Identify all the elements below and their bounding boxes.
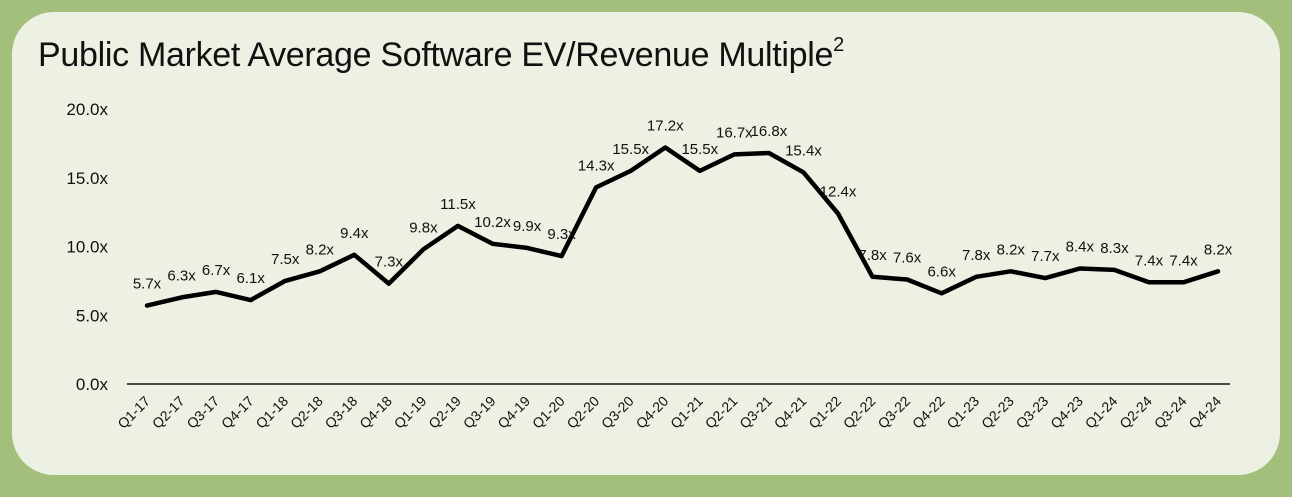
- data-label: 6.1x: [236, 270, 265, 287]
- x-tick-label: Q1-19: [391, 393, 430, 432]
- y-tick-label: 15.0x: [66, 169, 108, 188]
- data-label: 9.4x: [340, 225, 369, 242]
- data-label: 7.4x: [1169, 252, 1198, 269]
- data-label: 7.4x: [1135, 252, 1164, 269]
- series-line: [144, 145, 1221, 308]
- x-tick-label: Q2-22: [840, 393, 879, 432]
- data-label: 12.4x: [820, 184, 857, 201]
- x-tick-label: Q2-17: [149, 393, 188, 432]
- x-tick-label: Q1-21: [667, 393, 706, 432]
- x-tick-label: Q4-18: [356, 393, 395, 432]
- x-tick-label: Q3-17: [183, 393, 222, 432]
- x-tick-label: Q1-18: [252, 393, 291, 432]
- x-tick-label: Q4-17: [218, 393, 257, 432]
- x-tick-label: Q4-23: [1047, 393, 1086, 432]
- data-label: 8.4x: [1066, 239, 1095, 256]
- data-label: 7.6x: [893, 250, 922, 267]
- x-tick-label: Q1-17: [114, 393, 153, 432]
- x-tick-label: Q3-21: [736, 393, 775, 432]
- data-label: 7.5x: [271, 251, 300, 268]
- data-label: 6.7x: [202, 262, 231, 279]
- x-tick-label: Q2-21: [702, 393, 741, 432]
- x-tick-label: Q4-19: [494, 393, 533, 432]
- x-tick-label: Q1-22: [805, 393, 844, 432]
- x-tick-label: Q1-23: [943, 393, 982, 432]
- chart-card: [12, 12, 1280, 475]
- x-tick-label: Q4-22: [909, 393, 948, 432]
- data-label: 8.2x: [1204, 241, 1233, 258]
- title-footnote-marker: 2: [833, 34, 844, 56]
- data-label: 7.8x: [962, 247, 991, 264]
- data-label: 16.7x: [716, 124, 753, 141]
- data-label: 7.3x: [375, 254, 404, 271]
- data-label: 17.2x: [647, 118, 684, 135]
- data-label: 15.5x: [612, 141, 649, 158]
- y-tick-label: 20.0x: [66, 100, 108, 119]
- x-tick-label: Q3-19: [460, 393, 499, 432]
- data-label: 11.5x: [440, 196, 476, 213]
- x-tick-label: Q4-24: [1185, 393, 1224, 432]
- x-tick-label: Q3-22: [874, 393, 913, 432]
- data-label: 9.8x: [409, 219, 438, 236]
- data-label: 8.2x: [306, 241, 335, 258]
- x-tick-label: Q3-18: [322, 393, 361, 432]
- y-tick-label: 5.0x: [76, 306, 109, 325]
- x-tick-label: Q1-24: [1082, 393, 1121, 432]
- x-tick-label: Q2-19: [425, 393, 464, 432]
- data-label: 6.3x: [167, 267, 196, 284]
- data-label: 8.2x: [997, 241, 1026, 258]
- x-tick-label: Q3-20: [598, 393, 637, 432]
- x-tick-label: Q3-23: [1013, 393, 1052, 432]
- chart-title: Public Market Average Software EV/Revenu…: [38, 34, 844, 75]
- x-tick-label: Q2-24: [1116, 393, 1155, 432]
- y-tick-label: 10.0x: [66, 238, 108, 257]
- x-tick-label: Q4-20: [633, 393, 672, 432]
- x-tick-label: Q2-23: [978, 393, 1017, 432]
- data-label: 15.4x: [785, 142, 822, 159]
- data-label: 5.7x: [133, 276, 162, 293]
- x-tick-label: Q2-20: [563, 393, 602, 432]
- x-tick-label: Q1-20: [529, 393, 568, 432]
- data-label: 14.3x: [578, 157, 615, 174]
- data-label: 9.9x: [513, 218, 542, 235]
- data-label: 8.3x: [1100, 240, 1129, 257]
- data-label: 6.6x: [927, 263, 956, 280]
- y-tick-label: 0.0x: [76, 375, 109, 394]
- data-label: 16.8x: [751, 123, 788, 140]
- data-label: 7.8x: [858, 247, 887, 264]
- x-tick-label: Q4-21: [771, 393, 810, 432]
- data-label: 9.3x: [547, 226, 576, 243]
- data-label: 7.7x: [1031, 248, 1060, 265]
- data-label: 10.2x: [474, 214, 511, 231]
- data-label: 15.5x: [681, 141, 718, 158]
- chart-title-text: Public Market Average Software EV/Revenu…: [38, 36, 834, 74]
- x-tick-label: Q2-18: [287, 393, 326, 432]
- x-tick-label: Q3-24: [1151, 393, 1190, 432]
